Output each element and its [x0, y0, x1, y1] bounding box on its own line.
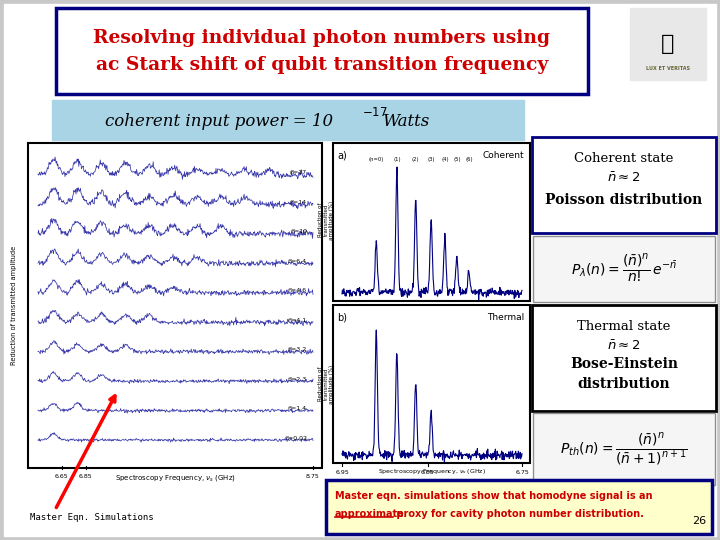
Text: (5): (5) [453, 157, 461, 162]
Text: b): b) [337, 313, 347, 323]
Text: 6.85: 6.85 [421, 470, 435, 475]
Text: n̅=6.4: n̅=6.4 [288, 259, 307, 264]
Text: 26: 26 [692, 516, 706, 526]
Text: Reduction of
transmitted
amplitude (%): Reduction of transmitted amplitude (%) [318, 200, 334, 240]
Text: n̅=0.02: n̅=0.02 [284, 435, 307, 441]
FancyBboxPatch shape [532, 305, 716, 411]
Text: n̅=4.1: n̅=4.1 [288, 318, 307, 323]
Text: $P_{\lambda}(n) = \dfrac{(\bar{n})^n}{n!}\, e^{-\bar{n}}$: $P_{\lambda}(n) = \dfrac{(\bar{n})^n}{n!… [571, 253, 677, 285]
Text: (6): (6) [465, 157, 472, 162]
Bar [52, 100, 524, 140]
Text: Thermal state: Thermal state [577, 320, 671, 333]
Text: Master Eqn. Simulations: Master Eqn. Simulations [30, 514, 153, 523]
Text: n̅=10: n̅=10 [290, 230, 307, 234]
Text: 6.65: 6.65 [55, 474, 68, 479]
Text: (n=0): (n=0) [369, 157, 384, 162]
Text: Resolving individual photon numbers using: Resolving individual photon numbers usin… [94, 29, 551, 47]
Text: Bose-Einstein
distribution: Bose-Einstein distribution [570, 357, 678, 391]
Text: Master eqn. simulations show that homodyne signal is an: Master eqn. simulations show that homody… [335, 491, 652, 501]
Text: a): a) [337, 151, 347, 161]
Text: (4): (4) [441, 157, 449, 162]
Text: Reduction of
transmitted
amplitude (%): Reduction of transmitted amplitude (%) [318, 364, 334, 403]
Text: Coherent state: Coherent state [575, 152, 674, 165]
Text: $-17$: $-17$ [362, 105, 388, 118]
Text: Watts: Watts [383, 113, 431, 131]
Text: ac Stark shift of qubit transition frequency: ac Stark shift of qubit transition frequ… [96, 56, 548, 74]
Text: 6.85: 6.85 [79, 474, 93, 479]
Text: Coherent: Coherent [482, 151, 524, 160]
FancyBboxPatch shape [333, 143, 530, 301]
Text: n̅=3.2: n̅=3.2 [288, 347, 307, 352]
FancyBboxPatch shape [533, 236, 715, 302]
Text: (2): (2) [412, 157, 420, 162]
Text: 6.95: 6.95 [335, 470, 349, 475]
FancyBboxPatch shape [333, 305, 530, 463]
Bar [630, 8, 706, 80]
Text: proxy for cavity photon number distribution.: proxy for cavity photon number distribut… [393, 509, 644, 519]
Text: coherent input power = 10: coherent input power = 10 [105, 113, 333, 131]
FancyBboxPatch shape [56, 8, 588, 94]
Text: $\bar{n} \approx 2$: $\bar{n} \approx 2$ [607, 339, 641, 353]
Text: (3): (3) [428, 157, 435, 162]
Text: (1): (1) [393, 157, 400, 162]
Text: Thermal: Thermal [487, 313, 524, 322]
Text: LUX ET VERITAS: LUX ET VERITAS [646, 65, 690, 71]
Text: 6.75: 6.75 [515, 470, 529, 475]
Text: n̅=4.6: n̅=4.6 [288, 288, 307, 293]
Text: n̅=1.4: n̅=1.4 [288, 406, 307, 411]
Text: $P_{th}(n) = \dfrac{(\bar{n})^n}{(\bar{n}+1)^{n+1}}$: $P_{th}(n) = \dfrac{(\bar{n})^n}{(\bar{n… [560, 431, 688, 467]
FancyBboxPatch shape [532, 137, 716, 233]
Text: Reduction of transmitted amplitude: Reduction of transmitted amplitude [11, 245, 17, 364]
Text: n̅=2.3: n̅=2.3 [288, 376, 307, 382]
Text: 📖: 📖 [661, 34, 675, 54]
Text: $\bar{n} \approx 2$: $\bar{n} \approx 2$ [607, 171, 641, 185]
Text: Spectroscopy Frequency, $\nu_s$ (GHz): Spectroscopy Frequency, $\nu_s$ (GHz) [378, 468, 486, 476]
FancyBboxPatch shape [533, 413, 715, 485]
Text: approximate: approximate [335, 509, 405, 519]
Text: Poisson distribution: Poisson distribution [545, 193, 703, 207]
FancyBboxPatch shape [28, 143, 322, 468]
Text: n̅=14: n̅=14 [290, 200, 307, 205]
Text: Spectroscopy Frequency, $\nu_s$ (GHz): Spectroscopy Frequency, $\nu_s$ (GHz) [114, 473, 235, 483]
Text: 8.75: 8.75 [306, 474, 320, 479]
Text: n̅=17: n̅=17 [290, 171, 307, 176]
FancyBboxPatch shape [326, 480, 712, 534]
